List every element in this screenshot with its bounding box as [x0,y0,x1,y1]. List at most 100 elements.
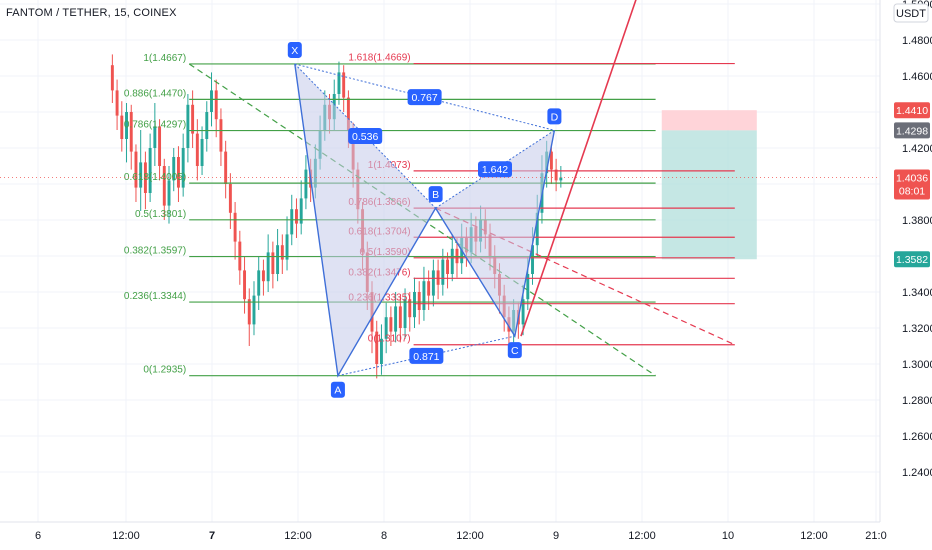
price-tag-label: 1.4298 [896,125,928,137]
take-profit-zone[interactable] [661,130,757,260]
price-tag-label: 1.4036 [896,173,928,185]
candle-body [403,299,407,328]
candle-body [153,126,157,148]
pattern-point-badge[interactable] [287,41,302,58]
candle-body [228,184,232,213]
stop-loss-zone[interactable] [661,110,757,131]
candle-body [554,169,558,181]
fib-level-label: 1.618(1.4669) [348,53,410,64]
candle-body [195,133,199,166]
pattern-point-label: C [511,345,519,357]
candle-body [276,245,280,274]
price-tag-last [894,169,930,200]
pattern-point-badge[interactable] [428,186,443,203]
time-tick-label: 12:00 [628,530,656,542]
candle-body [342,72,346,98]
projection-line-red[interactable] [520,0,641,337]
candle-body [526,274,530,300]
currency-badge[interactable] [893,3,929,23]
candle-body [384,317,388,339]
candle-body [261,270,265,282]
price-tick-label: 1.3000 [902,359,932,371]
candle-body [441,259,445,285]
ratio-badge-label: 1.642 [482,164,508,176]
pattern-point-label: X [291,45,298,57]
price-tick-label: 1.2400 [902,467,932,479]
time-tick-label: 21:0 [865,530,886,542]
candle-body [398,306,402,328]
candle-body [205,112,209,139]
candle-body [176,157,180,188]
symbol-title[interactable]: FANTOM / TETHER, 15, COINEX [6,7,177,19]
candle-body [191,104,195,134]
candle-body [125,112,128,139]
chart-grid [0,0,880,522]
time-tick-label: 10 [722,530,734,542]
ratio-badge-label: 0.767 [411,92,437,104]
pattern-point-label: A [334,385,341,397]
trend-lines[interactable] [188,0,736,377]
candle-body [200,139,204,166]
price-tag-label: 1.3582 [896,254,928,266]
candle-body [417,292,421,310]
candle-body [431,270,435,296]
candle-body [129,112,133,152]
candle-body [549,151,553,170]
fib-level-label: 0.5(1.3801) [135,209,186,220]
ratio-badge [478,161,512,178]
fib-level-label: 0.618(1.4005) [124,172,186,183]
price-tick-label: 1.3400 [902,287,932,299]
candle-body [337,72,341,94]
candle-body [115,90,119,116]
pattern-point-label: B [432,189,439,201]
pattern-point-badge[interactable] [547,108,562,125]
pattern-point-badge[interactable] [330,381,345,398]
pattern-point-label: D [551,111,559,123]
fib-level-label: 0(1.3107) [368,334,411,345]
candle-body [271,252,275,274]
fib-level-label: 1(1.4667) [143,53,186,64]
candle-body [167,180,171,206]
time-tick-label: 12:00 [456,530,484,542]
candle-body [252,295,256,325]
candle-body [280,245,284,260]
candle-body [172,157,176,181]
fib-level-label: 0.786(1.4297) [124,120,186,131]
candle-body [521,299,525,325]
candle-body [243,270,247,300]
candle-body [295,209,298,224]
candle-body [139,162,143,188]
candle-body [299,198,303,224]
candle-body [148,148,152,193]
candle-body [162,166,166,206]
candle-body [214,90,218,120]
candle-body [427,281,431,296]
time-tick-label: 12:00 [800,530,828,542]
candle-body [422,281,426,310]
candle-body [247,299,251,325]
time-axis[interactable]: 6 12:00 7 12:00 8 12:00 9 12:00 10 12:00 21:0 [0,521,932,550]
candle-body [233,212,237,242]
ratio-badge [407,89,442,106]
harmonic-xabcd-pattern[interactable]: 0.767 0.536 1.642 0.871 X A B C D [287,41,562,398]
price-tick-label: 1.4800 [902,35,932,47]
candle-body [304,169,308,199]
currency-badge-label: USDT [896,8,926,20]
candle-body [120,115,124,139]
candle-body [408,299,412,318]
price-tag-countdown: 08:01 [899,186,925,198]
fib-level-label: 0.236(1.3344) [124,291,186,302]
fib-level-label: 0.382(1.3597) [124,246,186,257]
candle-body [143,162,147,193]
candle-body [219,119,223,152]
candle-body [559,177,563,181]
candle-body [389,317,393,332]
candle-body [210,90,213,112]
candle-body [531,245,534,274]
pattern-point-badge[interactable] [507,342,522,359]
fib-level-label: 0.886(1.4470) [124,88,186,99]
candle-body [413,292,416,318]
price-tick-label: 1.2600 [902,431,932,443]
